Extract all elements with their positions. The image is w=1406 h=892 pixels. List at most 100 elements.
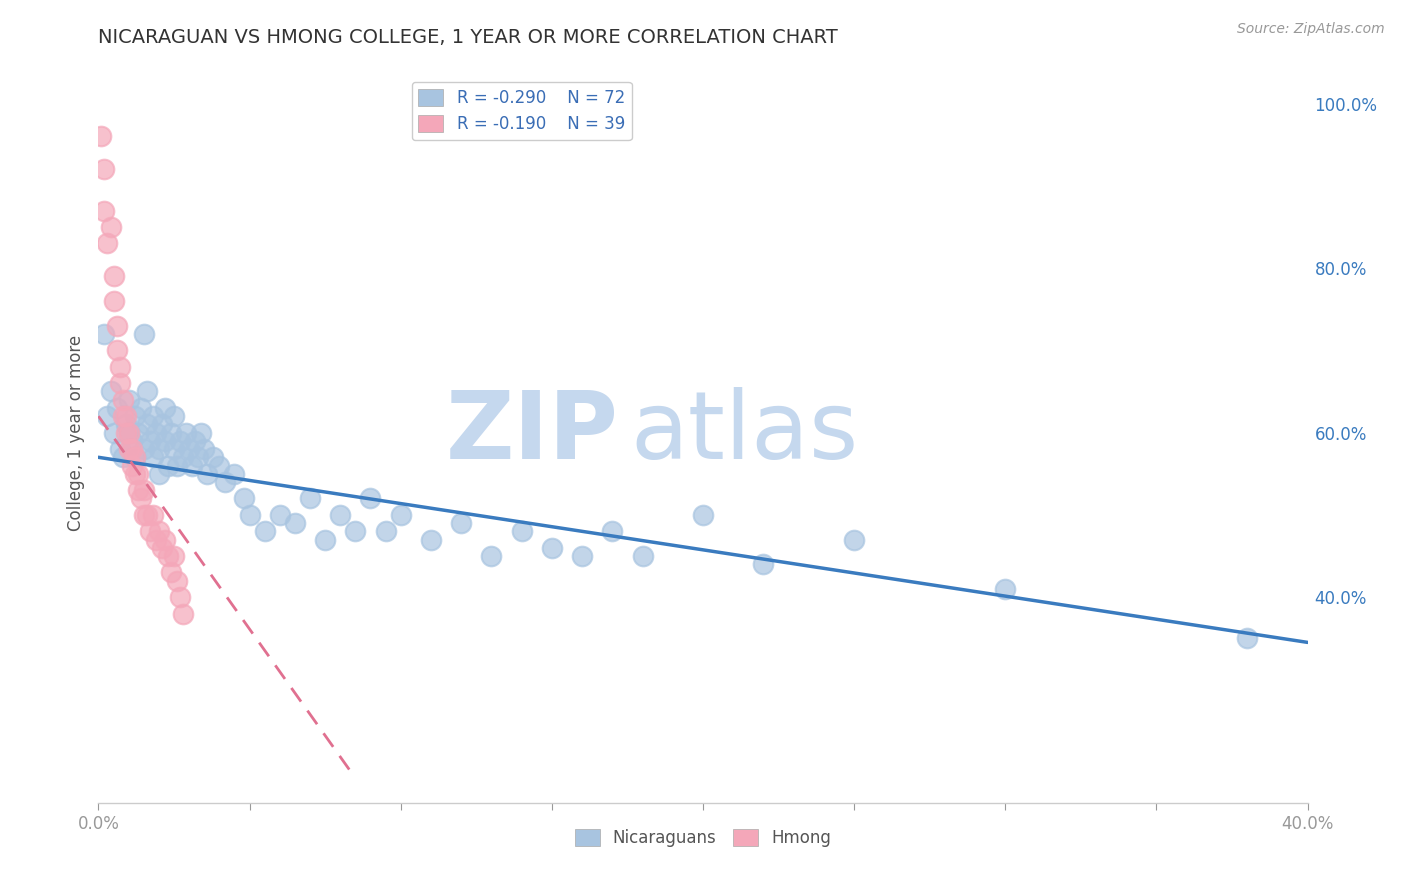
- Point: [150, 417, 173, 432]
- Point: [124, 467, 146, 481]
- Point: [139, 434, 162, 448]
- Point: [174, 425, 197, 440]
- Point: [153, 533, 176, 547]
- Point: [239, 508, 262, 522]
- Text: NICARAGUAN VS HMONG COLLEGE, 1 YEAR OR MORE CORRELATION CHART: NICARAGUAN VS HMONG COLLEGE, 1 YEAR OR M…: [98, 28, 838, 47]
- Point: [96, 236, 118, 251]
- Point: [631, 549, 654, 563]
- Point: [132, 442, 155, 456]
- Point: [127, 483, 149, 498]
- Point: [148, 524, 170, 539]
- Point: [163, 442, 186, 456]
- Point: [389, 508, 412, 522]
- Point: [540, 541, 562, 555]
- Point: [114, 417, 136, 432]
- Point: [105, 318, 128, 333]
- Point: [129, 401, 152, 415]
- Point: [129, 491, 152, 506]
- Point: [111, 409, 134, 424]
- Point: [184, 434, 207, 448]
- Point: [224, 467, 246, 481]
- Point: [105, 343, 128, 358]
- Point: [172, 450, 194, 465]
- Text: Source: ZipAtlas.com: Source: ZipAtlas.com: [1237, 22, 1385, 37]
- Point: [103, 269, 125, 284]
- Point: [118, 442, 141, 456]
- Point: [166, 574, 188, 588]
- Point: [160, 566, 183, 580]
- Point: [145, 533, 167, 547]
- Point: [181, 458, 204, 473]
- Point: [121, 458, 143, 473]
- Point: [166, 458, 188, 473]
- Point: [994, 582, 1017, 596]
- Point: [284, 516, 307, 530]
- Point: [150, 541, 173, 555]
- Point: [142, 409, 165, 424]
- Point: [844, 533, 866, 547]
- Point: [118, 425, 141, 440]
- Point: [111, 392, 134, 407]
- Point: [124, 450, 146, 465]
- Point: [299, 491, 322, 506]
- Point: [156, 549, 179, 563]
- Point: [124, 450, 146, 465]
- Point: [93, 326, 115, 341]
- Point: [420, 533, 443, 547]
- Point: [114, 409, 136, 424]
- Point: [202, 450, 225, 465]
- Point: [145, 425, 167, 440]
- Point: [692, 508, 714, 522]
- Point: [135, 508, 157, 522]
- Point: [1236, 632, 1258, 646]
- Point: [93, 203, 115, 218]
- Point: [139, 524, 162, 539]
- Point: [135, 384, 157, 399]
- Legend: Nicaraguans, Hmong: Nicaraguans, Hmong: [568, 822, 838, 854]
- Point: [135, 417, 157, 432]
- Point: [208, 458, 231, 473]
- Point: [571, 549, 593, 563]
- Point: [142, 450, 165, 465]
- Point: [108, 442, 131, 456]
- Point: [127, 467, 149, 481]
- Point: [344, 524, 367, 539]
- Point: [93, 162, 115, 177]
- Point: [153, 401, 176, 415]
- Point: [105, 401, 128, 415]
- Point: [214, 475, 236, 489]
- Point: [329, 508, 352, 522]
- Point: [153, 434, 176, 448]
- Point: [96, 409, 118, 424]
- Point: [148, 467, 170, 481]
- Point: [103, 425, 125, 440]
- Point: [118, 392, 141, 407]
- Point: [148, 442, 170, 456]
- Point: [118, 425, 141, 440]
- Point: [160, 425, 183, 440]
- Point: [114, 425, 136, 440]
- Point: [121, 442, 143, 456]
- Point: [510, 524, 533, 539]
- Text: atlas: atlas: [630, 386, 859, 479]
- Point: [163, 409, 186, 424]
- Point: [142, 508, 165, 522]
- Point: [179, 442, 201, 456]
- Point: [100, 384, 122, 399]
- Point: [602, 524, 624, 539]
- Text: ZIP: ZIP: [446, 386, 619, 479]
- Point: [121, 434, 143, 448]
- Point: [450, 516, 472, 530]
- Y-axis label: College, 1 year or more: College, 1 year or more: [66, 334, 84, 531]
- Point: [360, 491, 382, 506]
- Point: [172, 607, 194, 621]
- Point: [269, 508, 291, 522]
- Point: [253, 524, 276, 539]
- Point: [108, 359, 131, 374]
- Point: [374, 524, 396, 539]
- Point: [90, 129, 112, 144]
- Point: [132, 326, 155, 341]
- Point: [132, 483, 155, 498]
- Point: [187, 450, 209, 465]
- Point: [111, 450, 134, 465]
